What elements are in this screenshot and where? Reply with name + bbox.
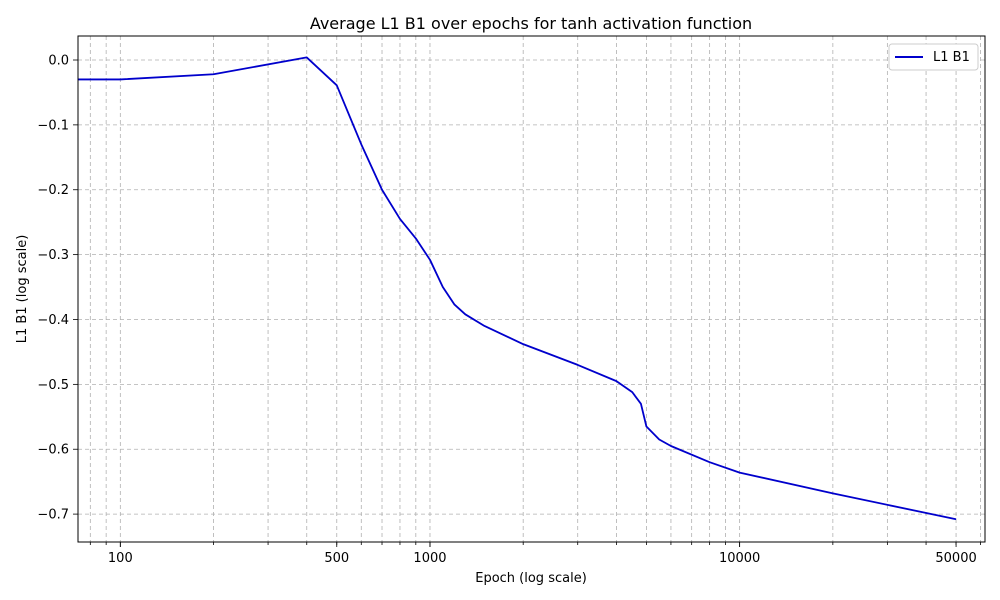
series-layer — [78, 56, 957, 521]
y-tick-label: −0.5 — [37, 378, 69, 393]
x-tick-label: 50000 — [935, 551, 976, 566]
x-axis-ticks: 100 500 1000 10000 50000 — [89, 542, 981, 566]
plot-frame — [77, 35, 986, 543]
y-axis-title: L1 B1 (log scale) — [15, 235, 30, 344]
x-tick-label: 10000 — [719, 551, 760, 566]
y-axis-ticks: 0.0 −0.1 −0.2 −0.3 −0.4 −0.5 −0.6 −0.7 — [37, 54, 78, 523]
x-axis-title: Epoch (log scale) — [475, 571, 587, 586]
x-tick-label: 100 — [108, 551, 133, 566]
grid — [78, 36, 985, 542]
y-tick-label: −0.6 — [37, 443, 69, 458]
y-tick-label: −0.4 — [37, 313, 69, 328]
y-tick-label: −0.7 — [37, 508, 69, 523]
series-line-1 — [78, 56, 957, 521]
legend: L1 B1 — [888, 43, 979, 71]
legend-box — [888, 43, 979, 71]
x-tick-label: 500 — [324, 551, 349, 566]
y-tick-label: 0.0 — [48, 54, 69, 69]
y-tick-label: −0.3 — [37, 248, 69, 263]
y-tick-label: −0.1 — [37, 118, 69, 133]
chart-title: Average L1 B1 over epochs for tanh activ… — [310, 14, 752, 33]
x-tick-label: 1000 — [413, 551, 446, 566]
y-tick-label: −0.2 — [37, 183, 69, 198]
legend-label: L1 B1 — [933, 50, 970, 65]
